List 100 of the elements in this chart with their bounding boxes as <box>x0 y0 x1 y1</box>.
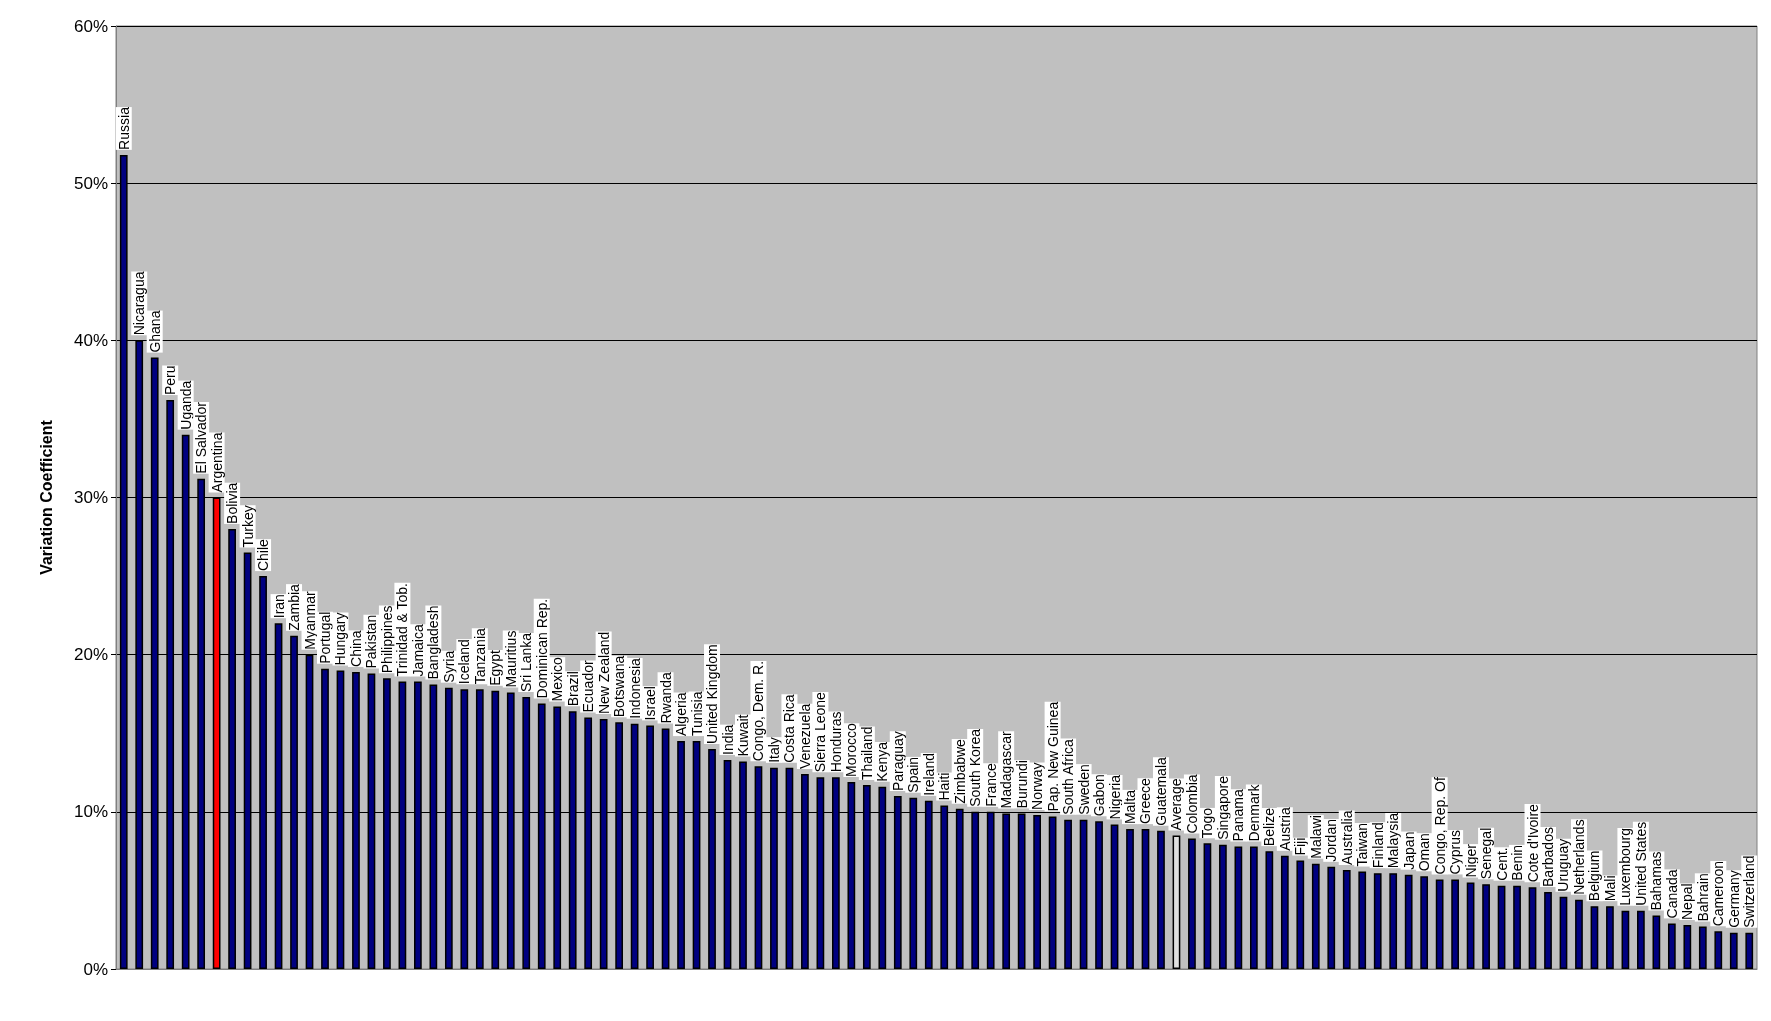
bar <box>1188 838 1196 969</box>
bar <box>1358 871 1367 969</box>
x-tick-label: Switzerland <box>1741 855 1758 928</box>
bar <box>1311 863 1320 969</box>
x-tick-label: Sri Lanka <box>518 632 535 693</box>
x-tick-label: Taiwan <box>1354 822 1371 867</box>
x-tick-label: Trinidad & Tob. <box>394 582 411 677</box>
x-tick-label: Portugal <box>317 611 333 664</box>
x-tick-label: Chile <box>255 538 272 572</box>
x-tick-label: Senegal <box>1478 827 1495 880</box>
x-tick-label: Uganda <box>177 380 194 430</box>
x-tick-label: South Africa <box>1060 738 1077 815</box>
x-tick-label: Australia <box>1338 810 1355 865</box>
bar <box>1048 816 1057 969</box>
x-tick-label: Russia <box>115 106 132 150</box>
bar <box>1172 835 1181 969</box>
bar <box>1249 846 1258 969</box>
y-tick-label: 40% <box>73 330 108 350</box>
x-tick-label: Nepal <box>1679 883 1696 920</box>
bar <box>1451 879 1459 969</box>
x-tick-label: Pap. New Guinea <box>1044 701 1061 812</box>
bar <box>1714 931 1723 969</box>
x-tick-label: Honduras <box>827 711 844 773</box>
x-tick-label: Fiji <box>1292 837 1309 856</box>
y-axis-title: Variation Coefficient <box>37 419 55 575</box>
x-tick-label: Mauritius <box>502 630 519 688</box>
x-tick-label: Rwanda <box>657 671 674 724</box>
x-tick-label: Iran <box>270 594 287 619</box>
x-tick-label: United States <box>1632 821 1649 906</box>
x-tick-label: Jordan <box>1323 819 1340 862</box>
bar <box>1389 873 1398 969</box>
bar <box>1141 829 1150 969</box>
bar <box>1497 885 1506 969</box>
x-tick-label: Cameroon <box>1710 860 1727 927</box>
x-tick-label: Israel <box>642 686 659 721</box>
x-tick-label: Jamaica <box>409 624 426 677</box>
bar <box>1606 906 1614 969</box>
x-tick-label: Turkey <box>239 505 256 548</box>
x-tick-label: Colombia <box>1183 774 1200 834</box>
x-tick-label: Denmark <box>1245 783 1262 842</box>
x-tick-label: Belgium <box>1586 850 1603 902</box>
x-tick-label: Malta <box>1122 789 1139 825</box>
bar <box>1482 884 1490 969</box>
bar <box>1435 879 1444 969</box>
bar <box>1590 906 1599 969</box>
x-tick-label: Zambia <box>286 583 303 631</box>
bar <box>1265 851 1274 969</box>
bar <box>1095 821 1103 969</box>
x-tick-label: Sweden <box>1075 764 1092 815</box>
x-tick-label: Myanmar <box>301 590 318 650</box>
bar <box>1219 844 1227 969</box>
x-tick-label: Italy <box>765 737 782 763</box>
x-tick-label: Ghana <box>146 310 163 353</box>
bar <box>1079 819 1088 969</box>
x-tick-label: Norway <box>1029 762 1046 810</box>
x-tick-label: Iceland <box>456 639 473 685</box>
x-tick-label: Mali <box>1601 875 1618 902</box>
x-tick-label: Algeria <box>673 692 690 737</box>
y-tick-label: 60% <box>73 16 108 36</box>
x-tick-label: Belize <box>1261 807 1278 847</box>
x-tick-label: Peru <box>162 365 179 396</box>
x-tick-label: China <box>347 630 364 667</box>
x-tick-label: Niger <box>1462 843 1479 878</box>
bar <box>1280 855 1289 969</box>
bar <box>1637 910 1645 969</box>
x-tick-label: Congo, Rep. Of <box>1431 777 1448 875</box>
bar <box>1157 830 1165 969</box>
x-tick-label: Pakistan <box>363 614 380 669</box>
bar <box>1745 932 1754 969</box>
bar <box>1296 860 1305 969</box>
x-tick-label: Nigeria <box>1106 774 1123 820</box>
bar <box>1528 887 1537 969</box>
x-tick-label: France <box>982 763 999 807</box>
x-tick-label: Congo, Dem. R. <box>750 660 767 762</box>
x-tick-label: Thailand <box>858 726 875 781</box>
x-tick-label: Costa Rica <box>781 694 798 763</box>
x-tick-label: Indonesia <box>626 657 643 719</box>
bar <box>1621 910 1630 969</box>
bar <box>1667 923 1676 969</box>
x-tick-label: Brazil <box>564 671 581 707</box>
x-tick-label: Singapore <box>1214 775 1231 840</box>
x-tick-label: Bahamas <box>1648 851 1665 911</box>
bar <box>1064 819 1072 969</box>
x-tick-label: Oman <box>1416 833 1433 872</box>
x-tick-label: Ecuador <box>580 660 597 713</box>
x-tick-label: Panama <box>1230 789 1247 842</box>
x-tick-label: United Kingdom <box>704 644 721 744</box>
bar <box>1110 824 1119 969</box>
bar <box>1698 926 1707 969</box>
x-tick-label: Tunisia <box>688 691 705 737</box>
x-tick-label: Ireland <box>920 753 937 796</box>
x-tick-label: Spain <box>905 756 922 793</box>
x-tick-label: Mexico <box>549 656 566 702</box>
x-tick-label: Finland <box>1369 822 1386 869</box>
x-tick-label: Japan <box>1400 831 1417 870</box>
bar <box>1513 885 1521 969</box>
x-tick-label: Gabon <box>1091 774 1108 817</box>
x-tick-label: Morocco <box>843 723 860 777</box>
x-tick-label: New Zealand <box>595 631 612 715</box>
x-tick-label: Egypt <box>487 649 504 686</box>
